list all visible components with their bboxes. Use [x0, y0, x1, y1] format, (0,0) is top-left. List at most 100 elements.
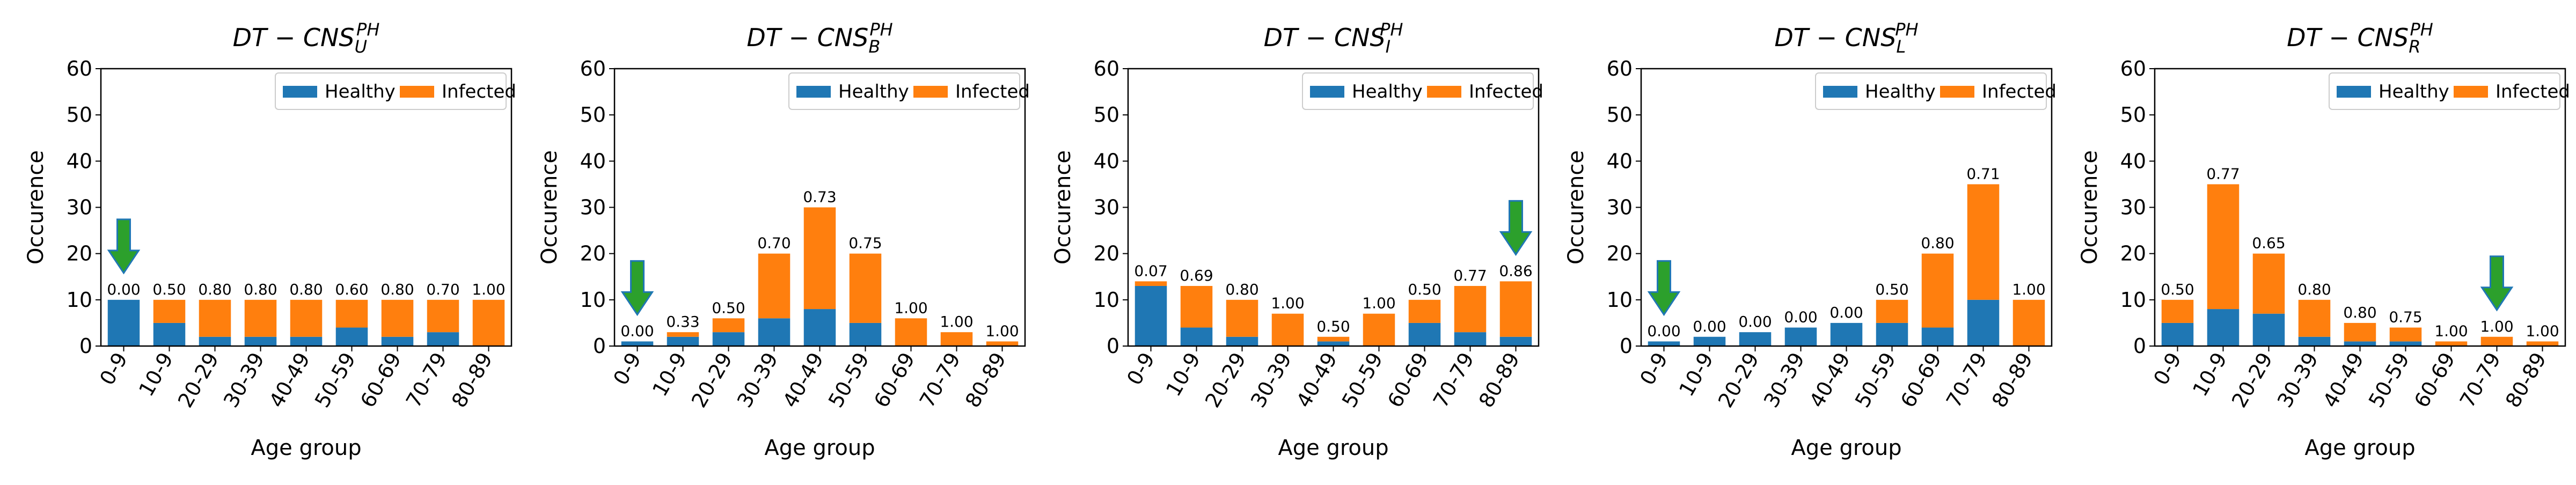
x-tick-label: 30-39 — [1246, 349, 1296, 412]
y-tick-label: 50 — [67, 103, 92, 127]
bar-infected-20-29 — [1226, 299, 1258, 337]
legend-swatch-healthy — [2337, 86, 2371, 98]
x-tick-label: 20-29 — [173, 349, 223, 412]
chart-title: DT − CNSRPH — [2287, 19, 2433, 57]
x-axis-label: Age group — [1278, 436, 1388, 460]
chart-title-superscript: PH — [356, 19, 379, 40]
chart-title: DT − CNSLPH — [1774, 19, 1918, 57]
bar-ratio-label: 0.75 — [2389, 308, 2422, 326]
bar-infected-10-9 — [667, 332, 699, 337]
legend-box — [2329, 72, 2560, 110]
bar-infected-50-59 — [335, 299, 368, 328]
legend-swatch-infected — [400, 86, 434, 98]
bar-infected-40-49 — [1317, 336, 1350, 342]
y-tick-label: 40 — [1094, 149, 1119, 173]
bar-ratio-label: 0.00 — [1784, 308, 1817, 326]
bar-ratio-label: 1.00 — [1271, 295, 1304, 312]
x-tick-label: 70-79 — [1942, 349, 1992, 412]
x-tick-label: 30-39 — [1759, 349, 1809, 412]
chart-title-main: DT − CNS — [2287, 23, 2409, 52]
bar-ratio-label: 1.00 — [894, 299, 927, 317]
axes-frame — [613, 68, 1026, 347]
bar-infected-80-89 — [986, 341, 1019, 346]
x-tick-label: 80-89 — [447, 349, 497, 412]
x-tick-label: 40-49 — [1292, 349, 1342, 412]
y-tick-label: 60 — [2120, 57, 2146, 80]
chart-panel-4: DT − CNSLPH 0 10 20 30 40 50 60 0.00 0-9 0.00 10-9 0… — [1564, 19, 2057, 460]
legend-label-infected: Infected — [2496, 81, 2570, 102]
bar-ratio-label: 1.00 — [2434, 322, 2468, 340]
bar-healthy-20-29 — [199, 336, 231, 346]
highlight-arrow-icon — [107, 218, 141, 275]
x-tick-label: 10-9 — [2188, 349, 2231, 401]
y-tick-label: 60 — [1607, 57, 1633, 80]
y-axis-label: Occurence — [24, 150, 48, 264]
bar-infected-30-39 — [758, 253, 791, 319]
bar-healthy-50-59 — [849, 322, 882, 346]
bar-infected-50-59 — [2389, 327, 2422, 342]
bar-infected-60-69 — [381, 299, 414, 337]
legend-swatch-infected — [2454, 86, 2488, 98]
bar-healthy-10-9 — [667, 336, 699, 346]
bar-healthy-0-9 — [1135, 285, 1167, 346]
legend-swatch-healthy — [796, 86, 831, 98]
x-tick-label: 40-49 — [2318, 349, 2368, 412]
bar-ratio-label: 0.00 — [1738, 313, 1772, 330]
x-tick-label: 50-59 — [310, 349, 360, 412]
bar-ratio-label: 0.77 — [1453, 267, 1487, 284]
x-tick-label: 10-9 — [648, 349, 691, 401]
x-tick-label: 30-39 — [2273, 349, 2323, 412]
x-tick-label: 20-29 — [2227, 349, 2277, 412]
x-tick-label: 0-9 — [95, 349, 132, 390]
bar-infected-60-69 — [1408, 299, 1441, 323]
bar-healthy-50-59 — [335, 327, 368, 346]
bar-healthy-0-9 — [2161, 322, 2194, 346]
bar-healthy-30-39 — [758, 318, 791, 346]
y-tick-label: 0 — [1620, 334, 1633, 358]
legend-label-infected: Infected — [1982, 81, 2057, 102]
y-tick-label: 60 — [1094, 57, 1119, 80]
bar-ratio-label: 0.80 — [1225, 281, 1258, 298]
bar-healthy-10-9 — [153, 322, 186, 346]
bar-infected-50-59 — [849, 253, 882, 323]
bar-infected-30-39 — [244, 299, 277, 337]
highlight-arrow-icon — [2480, 255, 2514, 312]
x-axis-label: Age group — [251, 436, 361, 460]
bar-ratio-label: 0.80 — [2297, 281, 2331, 298]
chart-panel-1: DT − CNSUPH 0 10 20 30 40 50 60 0.00 0-9 0.50 10-9 0… — [24, 19, 516, 460]
legend-swatch-infected — [1427, 86, 1461, 98]
bar-ratio-label: 0.75 — [848, 234, 882, 252]
bar-infected-70-79 — [1967, 184, 2000, 300]
bar-infected-80-89 — [472, 299, 505, 346]
bar-healthy-40-49 — [1317, 341, 1350, 346]
bar-infected-70-79 — [2480, 336, 2513, 346]
x-axis-label: Age group — [764, 436, 875, 460]
x-tick-label: 10-9 — [1161, 349, 1205, 401]
x-tick-label: 40-49 — [778, 349, 828, 412]
bar-ratio-label: 0.00 — [620, 322, 654, 340]
bar-ratio-label: 1.00 — [2526, 322, 2559, 340]
chart-title-superscript: PH — [869, 19, 892, 40]
x-tick-label: 10-9 — [134, 349, 178, 401]
y-tick-label: 30 — [1094, 196, 1119, 219]
bar-healthy-50-59 — [1876, 322, 1908, 346]
y-tick-label: 0 — [79, 334, 92, 358]
chart-title-subscript: L — [1896, 36, 1906, 57]
bar-infected-80-89 — [2526, 341, 2559, 346]
axes-frame — [1640, 68, 2053, 347]
x-tick-label: 80-89 — [961, 349, 1011, 412]
legend-label-healthy: Healthy — [1865, 81, 1936, 102]
y-axis-label: Occurence — [1564, 150, 1589, 264]
y-tick-label: 10 — [67, 288, 92, 312]
y-tick-label: 20 — [1607, 242, 1633, 266]
bar-ratio-label: 1.00 — [1362, 295, 1395, 312]
x-tick-label: 20-29 — [1714, 349, 1763, 412]
bar-ratio-label: 0.33 — [666, 313, 699, 330]
bar-infected-10-9 — [153, 299, 186, 323]
legend-swatch-healthy — [1310, 86, 1344, 98]
bar-healthy-40-49 — [290, 336, 323, 346]
bar-infected-50-59 — [1876, 299, 1908, 323]
chart-title-superscript: PH — [2410, 19, 2433, 40]
highlight-arrow-icon — [1647, 260, 1681, 317]
